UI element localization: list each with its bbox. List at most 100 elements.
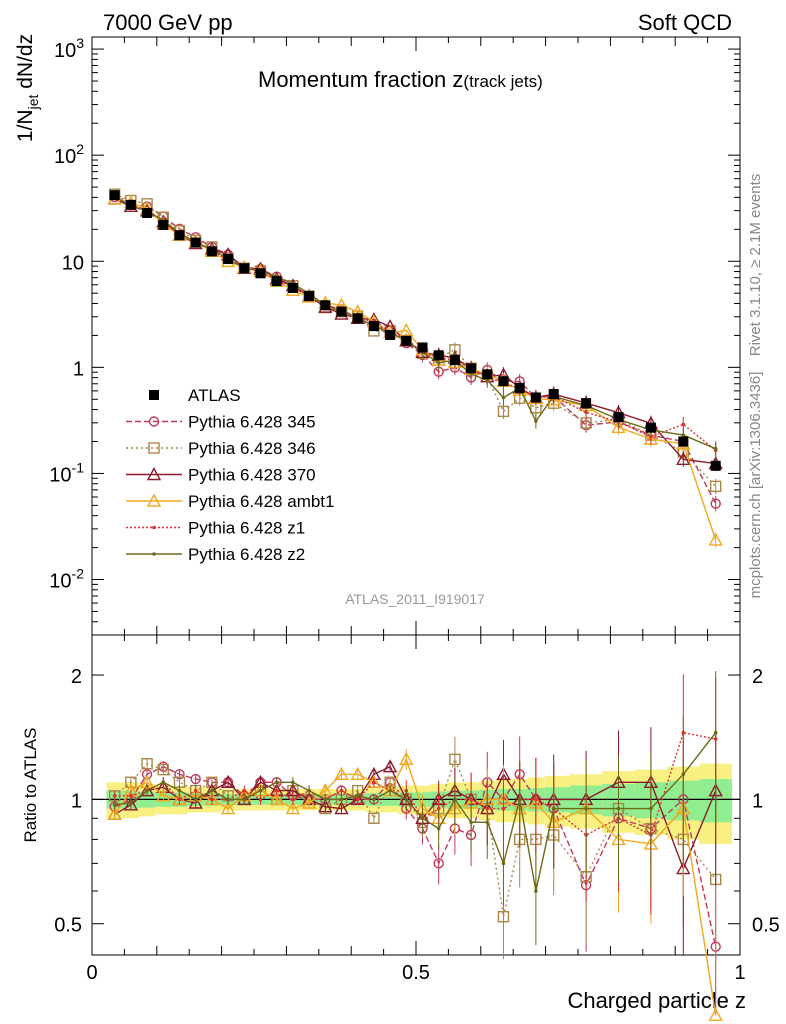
- ratio-point: [708, 1007, 723, 1022]
- ratio-point: [501, 806, 506, 811]
- ratio-point: [713, 730, 718, 735]
- rivet-label: Rivet 3.1.10, ≥ 2.1M events: [747, 174, 764, 357]
- data-point: [710, 498, 721, 509]
- atlas-point: [109, 190, 120, 201]
- ratio-point: [334, 801, 349, 815]
- legend-item-atlas: ATLAS: [149, 386, 241, 405]
- ratio-point: [433, 858, 444, 869]
- legend-marker: [148, 416, 160, 427]
- legend-marker: [146, 467, 162, 481]
- legend-item-0: Pythia 6.428 345: [126, 413, 316, 432]
- atlas-point: [352, 313, 363, 324]
- legend-label: Pythia 6.428 z1: [188, 519, 305, 538]
- ratio-point: [681, 772, 686, 777]
- ratio-point: [123, 797, 139, 811]
- ratio-point: [193, 797, 198, 802]
- y-tick-label: 10-2: [49, 566, 84, 593]
- legend-label: Pythia 6.428 345: [188, 413, 316, 432]
- y-axis-label: 1/Njet dN/dz: [14, 34, 41, 142]
- atlas-point: [548, 389, 559, 400]
- data-point: [681, 433, 686, 437]
- data-point: [611, 419, 626, 434]
- y-tick-label: 10-1: [49, 459, 84, 486]
- ratio-point: [177, 788, 182, 793]
- atlas-point: [581, 398, 592, 409]
- ratio-point: [436, 826, 441, 831]
- atlas-point: [125, 199, 136, 210]
- legend-marker: [149, 390, 159, 400]
- legend-marker: [146, 493, 162, 507]
- ratio-axis-ticks: 0.5 0.5 1 1 2 2: [54, 666, 780, 937]
- ratio-point: [145, 788, 149, 793]
- ratio-point: [141, 758, 153, 770]
- x-tick-label: 0: [86, 962, 97, 984]
- ratio-point: [156, 788, 171, 802]
- ratio-y-tick-label: 0.5: [54, 915, 82, 937]
- ratio-point: [436, 806, 441, 811]
- ratio-point: [112, 794, 117, 798]
- legend-label: ATLAS: [188, 386, 241, 405]
- ratio-point: [301, 795, 317, 809]
- x-tick-label: 1: [734, 962, 745, 984]
- atlas-data: [109, 190, 721, 471]
- atlas-point: [710, 460, 721, 471]
- ratio-point: [258, 788, 263, 793]
- atlas-point: [239, 263, 250, 274]
- ratio-point: [339, 797, 344, 802]
- legend-item-5: Pythia 6.428 z2: [126, 545, 305, 564]
- ratio-point: [190, 773, 201, 785]
- atlas-point: [255, 268, 266, 279]
- ratio-point: [210, 788, 214, 793]
- legend-marker: [152, 525, 156, 530]
- atlas-point: [482, 369, 493, 380]
- ratio-point: [307, 788, 311, 793]
- legend-label: Pythia 6.428 346: [188, 439, 316, 458]
- atlas-point: [385, 329, 396, 340]
- ratio-point: [220, 774, 236, 788]
- atlas-point: [271, 276, 282, 287]
- ratio-point: [161, 780, 166, 785]
- y-tick-label: 10: [62, 252, 84, 274]
- atlas-point: [158, 219, 169, 230]
- series-line: [114, 195, 716, 450]
- energy-label: 7000 GeV pp: [103, 10, 233, 35]
- chart-title: Momentum fraction z(track jets): [258, 67, 543, 92]
- ratio-point: [339, 788, 344, 793]
- ratio-point: [372, 780, 376, 785]
- ratio-point: [193, 788, 198, 793]
- legend-label: Pythia 6.428 z2: [188, 545, 305, 564]
- y-tick-label: 1: [73, 358, 84, 380]
- ratio-point: [226, 797, 230, 802]
- main-axis-ticks: 10-2 10-1 1 10 102 103: [49, 35, 740, 636]
- ratio-point: [285, 801, 301, 815]
- data-point: [497, 405, 510, 418]
- data-point: [534, 419, 538, 423]
- ratio-point: [551, 806, 556, 811]
- legend-marker: [152, 552, 156, 556]
- ratio-uncertainty-band: [92, 763, 740, 844]
- legend-item-2: Pythia 6.428 370: [126, 466, 316, 485]
- ratio-point: [501, 861, 506, 866]
- x-axis-ticks: 0 0.5 1: [86, 37, 746, 984]
- ratio-point: [334, 766, 349, 781]
- series-ratio-5: [112, 671, 718, 946]
- ratio-y-axis-label: Ratio to ATLAS: [21, 728, 40, 843]
- legend-label: Pythia 6.428 ambt1: [188, 492, 334, 511]
- ratio-point: [269, 791, 284, 806]
- atlas-point: [449, 355, 460, 366]
- series-line: [114, 198, 717, 541]
- ratio-point: [291, 780, 295, 785]
- series-main-0: [109, 191, 721, 512]
- ratio-point: [274, 788, 279, 793]
- ratio-y-tick-label-right: 2: [752, 666, 763, 688]
- ratio-point: [584, 806, 588, 811]
- ratio-point: [157, 763, 169, 776]
- atlas-point: [401, 335, 412, 346]
- ratio-point: [534, 797, 538, 802]
- ratio-point: [188, 795, 203, 809]
- ratio-y-tick-label: 2: [71, 666, 82, 688]
- atlas-point: [320, 300, 331, 311]
- ratio-point: [220, 801, 236, 815]
- atlas-point: [466, 363, 477, 374]
- ratio-point: [469, 820, 473, 825]
